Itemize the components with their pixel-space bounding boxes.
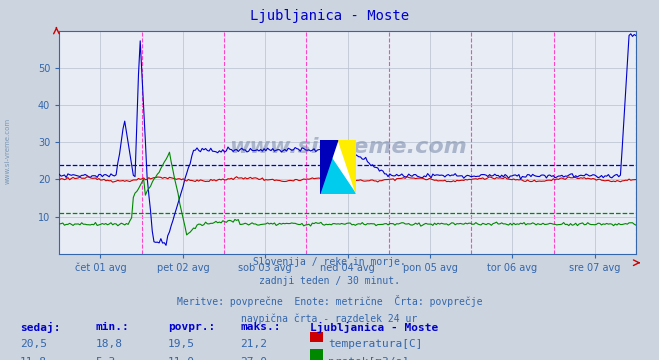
- Text: temperatura[C]: temperatura[C]: [328, 339, 422, 350]
- Text: 19,5: 19,5: [168, 339, 195, 350]
- Text: zadnji teden / 30 minut.: zadnji teden / 30 minut.: [259, 276, 400, 286]
- Text: 21,2: 21,2: [241, 339, 268, 350]
- Text: min.:: min.:: [96, 322, 129, 332]
- Text: Ljubljanica - Moste: Ljubljanica - Moste: [310, 322, 438, 333]
- Polygon shape: [320, 140, 338, 194]
- Text: 18,8: 18,8: [96, 339, 123, 350]
- Polygon shape: [320, 140, 356, 194]
- Text: Ljubljanica - Moste: Ljubljanica - Moste: [250, 9, 409, 23]
- Text: 11,8: 11,8: [20, 357, 47, 360]
- Text: 27,0: 27,0: [241, 357, 268, 360]
- Text: sedaj:: sedaj:: [20, 322, 60, 333]
- Text: pretok[m3/s]: pretok[m3/s]: [328, 357, 409, 360]
- Polygon shape: [338, 140, 356, 194]
- Text: www.si-vreme.com: www.si-vreme.com: [229, 137, 467, 157]
- Text: Slovenija / reke in morje.: Slovenija / reke in morje.: [253, 257, 406, 267]
- Text: 11,0: 11,0: [168, 357, 195, 360]
- Text: 20,5: 20,5: [20, 339, 47, 350]
- Text: www.si-vreme.com: www.si-vreme.com: [5, 118, 11, 184]
- Text: maks.:: maks.:: [241, 322, 281, 332]
- Text: 5,3: 5,3: [96, 357, 116, 360]
- Text: povpr.:: povpr.:: [168, 322, 215, 332]
- Text: navpična črta - razdelek 24 ur: navpična črta - razdelek 24 ur: [241, 314, 418, 324]
- Text: Meritve: povprečne  Enote: metrične  Črta: povprečje: Meritve: povprečne Enote: metrične Črta:…: [177, 295, 482, 307]
